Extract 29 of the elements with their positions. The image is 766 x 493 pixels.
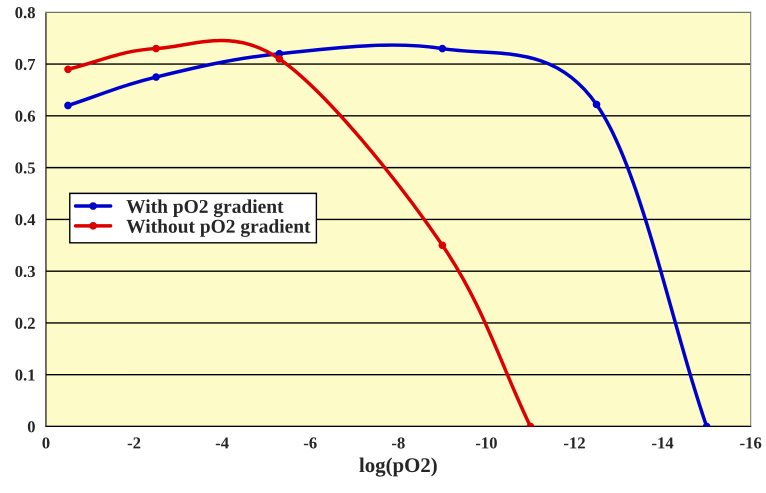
point bbox=[152, 44, 160, 52]
y-tick-label: 0.8 bbox=[15, 7, 35, 18]
y-tick-label: 0.3 bbox=[15, 266, 35, 278]
x-tick-label: -4 bbox=[216, 437, 229, 448]
y-tick-label: 0.1 bbox=[15, 369, 35, 381]
y-tick-label: 0.2 bbox=[15, 318, 35, 329]
point bbox=[276, 55, 284, 63]
y-tick-label: 0.4 bbox=[15, 214, 36, 226]
point bbox=[592, 100, 600, 108]
point bbox=[438, 241, 446, 250]
x-tick-label: -10 bbox=[476, 437, 497, 449]
y-tick-label: 0.6 bbox=[15, 110, 36, 122]
y-tick-label: 0.5 bbox=[15, 162, 35, 174]
x-tick-label: -2 bbox=[128, 437, 140, 448]
x-tick-label: -12 bbox=[564, 437, 585, 448]
x-tick-label: -14 bbox=[652, 437, 674, 448]
x-tick-label: -6 bbox=[304, 437, 317, 449]
x-tick-label: 0 bbox=[42, 437, 50, 449]
y-tick-label: 0.7 bbox=[15, 58, 36, 70]
legend-label: Without pO2 gradient bbox=[126, 219, 310, 237]
point bbox=[64, 65, 72, 74]
legend-label: With pO2 gradient bbox=[126, 199, 284, 218]
point bbox=[152, 73, 160, 81]
point bbox=[64, 102, 72, 110]
x-axis-title: log(pO2) bbox=[359, 458, 437, 477]
x-tick-label: -16 bbox=[740, 437, 762, 449]
y-tick-label: 0 bbox=[28, 421, 35, 432]
x-tick-label: -8 bbox=[392, 437, 405, 449]
point bbox=[438, 44, 446, 52]
